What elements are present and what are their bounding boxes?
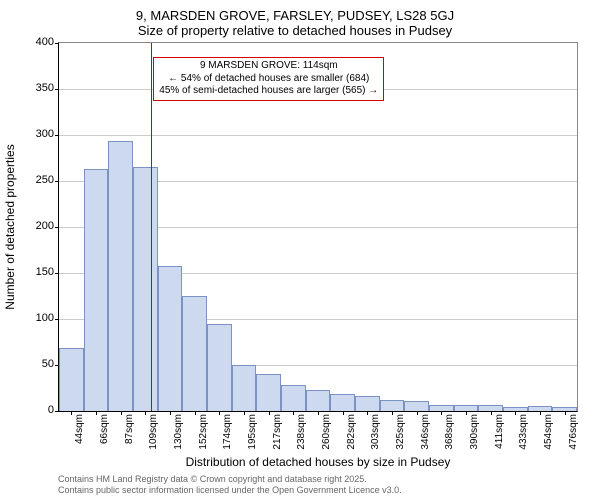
- y-tick-label: 50: [42, 358, 54, 370]
- histogram-bar: [330, 394, 355, 411]
- histogram-bar: [232, 365, 257, 411]
- x-tick: [269, 411, 270, 415]
- x-tick: [219, 411, 220, 415]
- x-tick-label: 217sqm: [272, 414, 283, 454]
- x-tick: [565, 411, 566, 415]
- x-tick: [170, 411, 171, 415]
- histogram-bar: [429, 405, 454, 411]
- histogram-bar: [158, 266, 183, 411]
- y-tick-label: 400: [36, 36, 54, 48]
- x-tick-label: 44sqm: [74, 414, 85, 454]
- x-tick-label: 109sqm: [148, 414, 159, 454]
- chart-title: 9, MARSDEN GROVE, FARSLEY, PUDSEY, LS28 …: [0, 8, 590, 38]
- title-line-2: Size of property relative to detached ho…: [0, 23, 590, 38]
- annotation-box: 9 MARSDEN GROVE: 114sqm ← 54% of detache…: [153, 57, 384, 101]
- gridline: [59, 135, 577, 136]
- x-tick-label: 195sqm: [247, 414, 258, 454]
- chart-container: 9, MARSDEN GROVE, FARSLEY, PUDSEY, LS28 …: [0, 0, 600, 500]
- histogram-bar: [207, 324, 232, 411]
- x-tick-label: 152sqm: [198, 414, 209, 454]
- x-tick-label: 260sqm: [321, 414, 332, 454]
- histogram-bar: [552, 407, 577, 411]
- x-tick-label: 87sqm: [124, 414, 135, 454]
- annotation-line-1: 9 MARSDEN GROVE: 114sqm: [159, 60, 378, 73]
- histogram-bar: [478, 405, 503, 411]
- histogram-bar: [59, 348, 84, 411]
- x-tick: [417, 411, 418, 415]
- x-tick: [441, 411, 442, 415]
- y-tick-label: 200: [36, 220, 54, 232]
- x-tick: [71, 411, 72, 415]
- y-tick-label: 0: [48, 404, 54, 416]
- x-tick: [195, 411, 196, 415]
- y-tick-label: 300: [36, 128, 54, 140]
- y-tick: [55, 43, 59, 44]
- histogram-bar: [84, 169, 109, 411]
- y-tick-label: 150: [36, 266, 54, 278]
- x-tick-label: 454sqm: [543, 414, 554, 454]
- x-tick: [540, 411, 541, 415]
- histogram-bar: [380, 400, 405, 411]
- x-tick: [343, 411, 344, 415]
- y-tick: [55, 411, 59, 412]
- x-tick-label: 433sqm: [518, 414, 529, 454]
- x-tick: [244, 411, 245, 415]
- x-tick: [145, 411, 146, 415]
- attribution-line-1: Contains HM Land Registry data © Crown c…: [58, 474, 402, 485]
- attribution-line-2: Contains public sector information licen…: [58, 485, 402, 496]
- histogram-bar: [454, 405, 479, 411]
- plot-area: 9 MARSDEN GROVE: 114sqm ← 54% of detache…: [58, 42, 578, 412]
- x-tick-label: 282sqm: [346, 414, 357, 454]
- histogram-bar: [528, 406, 553, 411]
- histogram-bar: [306, 390, 331, 411]
- x-tick: [293, 411, 294, 415]
- marker-line: [151, 43, 152, 411]
- x-tick: [96, 411, 97, 415]
- y-tick-label: 100: [36, 312, 54, 324]
- x-tick-label: 411sqm: [494, 414, 505, 454]
- x-tick-label: 368sqm: [444, 414, 455, 454]
- x-tick: [466, 411, 467, 415]
- y-tick-label: 250: [36, 174, 54, 186]
- histogram-bar: [281, 385, 306, 411]
- x-tick-label: 325sqm: [395, 414, 406, 454]
- x-tick-label: 238sqm: [296, 414, 307, 454]
- x-tick: [491, 411, 492, 415]
- histogram-bar: [355, 396, 380, 411]
- x-tick: [318, 411, 319, 415]
- x-tick-label: 390sqm: [469, 414, 480, 454]
- histogram-bar: [133, 167, 158, 411]
- histogram-bar: [256, 374, 281, 411]
- x-tick-label: 346sqm: [420, 414, 431, 454]
- annotation-line-3: 45% of semi-detached houses are larger (…: [159, 85, 378, 98]
- title-line-1: 9, MARSDEN GROVE, FARSLEY, PUDSEY, LS28 …: [0, 8, 590, 23]
- x-tick-label: 303sqm: [370, 414, 381, 454]
- histogram-bar: [182, 296, 207, 411]
- histogram-bar: [404, 401, 429, 411]
- histogram-bar: [503, 407, 528, 411]
- x-tick: [515, 411, 516, 415]
- attribution: Contains HM Land Registry data © Crown c…: [58, 474, 402, 496]
- x-tick: [392, 411, 393, 415]
- x-tick: [121, 411, 122, 415]
- y-tick-label: 350: [36, 82, 54, 94]
- x-tick: [367, 411, 368, 415]
- histogram-bar: [108, 141, 133, 411]
- x-tick-label: 130sqm: [173, 414, 184, 454]
- y-axis-label: Number of detached properties: [3, 144, 17, 309]
- x-tick-label: 66sqm: [99, 414, 110, 454]
- annotation-line-2: ← 54% of detached houses are smaller (68…: [159, 73, 378, 86]
- x-tick-label: 476sqm: [568, 414, 579, 454]
- x-tick-label: 174sqm: [222, 414, 233, 454]
- x-axis-label: Distribution of detached houses by size …: [58, 455, 578, 469]
